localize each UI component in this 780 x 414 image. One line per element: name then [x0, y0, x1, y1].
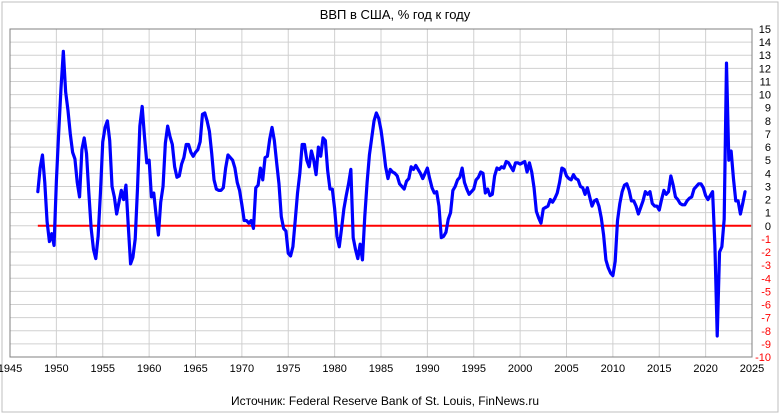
y-tick-label: 11: [760, 76, 771, 88]
y-tick-label: 1: [765, 208, 771, 220]
x-tick-label: 2015: [647, 363, 671, 375]
y-tick-label: -4: [761, 273, 771, 285]
y-tick-label: -9: [761, 339, 771, 351]
chart-title: ВВП в США, % год к году: [320, 7, 471, 22]
y-tick-label: 7: [765, 129, 771, 141]
y-tick-label: -3: [761, 260, 771, 272]
x-tick-label: 1985: [369, 363, 393, 375]
x-tick-label: 2025: [740, 363, 764, 375]
y-tick-label: -10: [755, 352, 771, 364]
y-tick-label: -7: [761, 313, 771, 325]
y-tick-label: 0: [765, 221, 771, 233]
x-tick-label: 1975: [276, 363, 300, 375]
gdp-series-line: [36, 49, 747, 338]
y-tick-label: 2: [765, 195, 771, 207]
y-tick-label: 3: [765, 181, 771, 193]
y-tick-label: -8: [761, 326, 771, 338]
x-axis-ticks: 1945 1950 1955 1960 1965 1970 1975 1980 1985 1990…: [0, 363, 764, 375]
x-tick-label: 1950: [44, 363, 68, 375]
x-tick-label: 1955: [91, 363, 115, 375]
y-tick-label: 9: [765, 103, 771, 115]
x-tick-label: 1990: [415, 363, 439, 375]
x-tick-label: 2000: [508, 363, 532, 375]
y-tick-label: -5: [761, 286, 771, 298]
y-tick-label: -1: [761, 234, 771, 246]
y-tick-label: 6: [765, 142, 771, 154]
x-tick-label: 2010: [601, 363, 625, 375]
y-tick-label: 15: [759, 24, 771, 36]
x-tick-label: 2005: [554, 363, 578, 375]
y-tick-label: 14: [759, 37, 771, 49]
x-tick-label: 1980: [322, 363, 346, 375]
y-tick-label: 10: [759, 90, 771, 102]
x-tick-label: 1970: [230, 363, 254, 375]
y-tick-label: 12: [759, 63, 771, 75]
y-tick-label: -2: [761, 247, 771, 259]
y-tick-label: 8: [765, 116, 771, 128]
y-axis-ticks: 1514131211109876543210-1-2-3-4-5-6-7-8-9…: [755, 24, 771, 364]
x-tick-label: 1945: [0, 363, 22, 375]
plot-area-border: [9, 28, 753, 358]
y-tick-label: 5: [765, 155, 771, 167]
chart-source: Источник: Federal Reserve Bank of St. Lo…: [231, 394, 539, 408]
y-tick-label: 4: [765, 168, 771, 180]
x-tick-label: 2020: [693, 363, 717, 375]
x-tick-label: 1965: [183, 363, 207, 375]
x-tick-label: 1995: [462, 363, 486, 375]
y-tick-label: -6: [761, 300, 771, 312]
y-tick-label: 13: [759, 50, 771, 62]
x-tick-label: 1960: [137, 363, 161, 375]
